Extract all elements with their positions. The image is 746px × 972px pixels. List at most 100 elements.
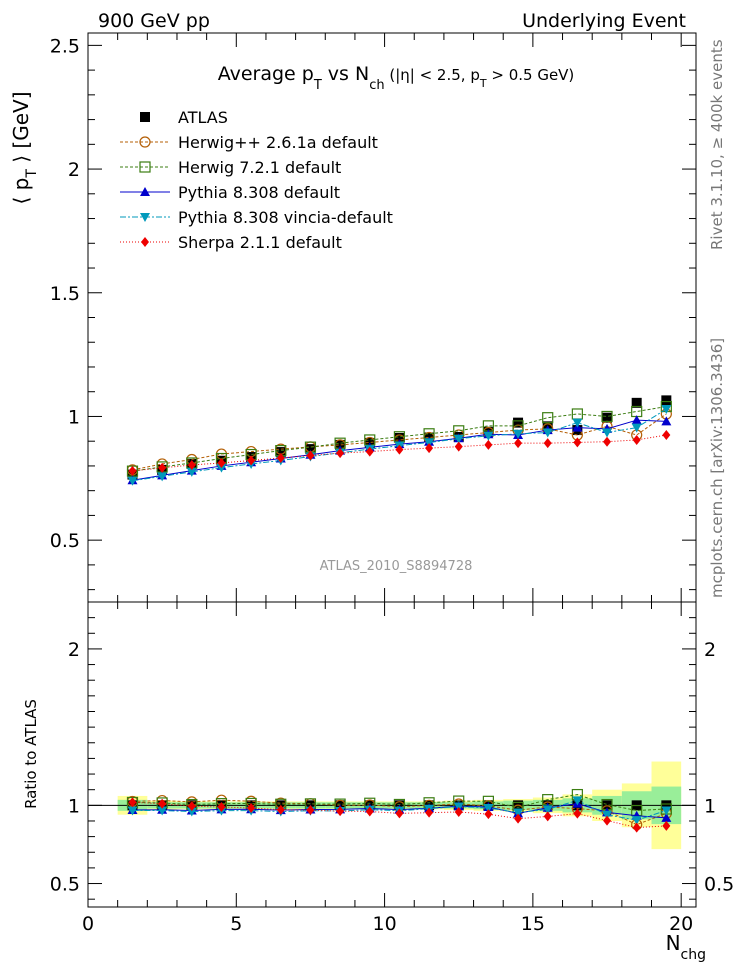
legend-marker-atlas xyxy=(140,112,150,122)
legend: ATLAS Herwig++ 2.6.1a default Herwig 7.2.1… xyxy=(120,108,393,252)
point-atlas xyxy=(602,412,613,423)
point-atlas xyxy=(275,447,286,458)
ratio-point-sherpa-2-1-1-default xyxy=(543,811,552,822)
ratio-point-pythia-8-308-vincia-default xyxy=(572,796,583,806)
ratio-point-sherpa-2-1-1-default xyxy=(425,807,434,818)
ratio-point-sherpa-2-1-1-default xyxy=(632,822,641,833)
legend-label-herwig-7-2-1-default: Herwig 7.2.1 default xyxy=(178,158,341,177)
ratio-point-sherpa-2-1-1-default xyxy=(484,809,493,820)
point-sherpa-2-1-1-default xyxy=(395,444,404,455)
point-pythia-8-308-vincia-default xyxy=(157,472,168,482)
legend-marker-pythia-8-308-vincia-default xyxy=(140,213,150,222)
ratio-point-pythia-8-308-vincia-default xyxy=(127,806,138,816)
ratio-point-sherpa-2-1-1-default xyxy=(187,801,196,812)
point-pythia-8-308-vincia-default xyxy=(216,463,227,473)
point-sherpa-2-1-1-default xyxy=(603,436,612,447)
x-tick-label: 0 xyxy=(82,913,94,935)
header-left: 900 GeV pp xyxy=(98,10,210,32)
ratio-point-pythia-8-308-vincia-default xyxy=(661,806,672,816)
ratio-point-pythia-8-308-vincia-default xyxy=(631,816,642,826)
point-sherpa-2-1-1-default xyxy=(514,438,523,449)
point-sherpa-2-1-1-default xyxy=(336,448,345,459)
ratio-point-sherpa-2-1-1-default xyxy=(395,808,404,819)
point-sherpa-2-1-1-default xyxy=(247,455,256,466)
legend-marker-pythia-8-308-default xyxy=(140,187,150,196)
point-pythia-8-308-vincia-default xyxy=(513,429,524,439)
ratio-point-sherpa-2-1-1-default xyxy=(158,798,167,809)
ratio-y-tick-label-right: 2 xyxy=(704,639,716,661)
ratio-point-sherpa-2-1-1-default xyxy=(365,806,374,817)
ratio-point-sherpa-2-1-1-default xyxy=(306,805,315,816)
ratio-y-tick-label: 2 xyxy=(68,639,80,661)
point-sherpa-2-1-1-default xyxy=(573,437,582,448)
point-sherpa-2-1-1-default xyxy=(128,465,137,476)
point-pythia-8-308-vincia-default xyxy=(186,467,197,477)
point-pythia-8-308-vincia-default xyxy=(661,405,672,415)
legend-label-sherpa-2-1-1-default: Sherpa 2.1.1 default xyxy=(178,233,342,252)
ratio-y-axis-label: Ratio to ATLAS xyxy=(22,699,40,809)
point-pythia-8-308-vincia-default xyxy=(127,476,138,486)
ratio-point-sherpa-2-1-1-default xyxy=(514,813,523,824)
main-series xyxy=(126,395,672,486)
legend-label-herwig-2-6-1a-default: Herwig++ 2.6.1a default xyxy=(178,133,378,152)
point-pythia-8-308-vincia-default xyxy=(602,428,613,438)
x-tick-label: 15 xyxy=(521,913,545,935)
ratio-point-pythia-8-308-vincia-default xyxy=(513,808,524,818)
point-sherpa-2-1-1-default xyxy=(425,443,434,454)
chart-title: Average pT vs Nch (|η| < 2.5, pT > 0.5 G… xyxy=(218,63,575,93)
ratio-point-sherpa-2-1-1-default xyxy=(454,806,463,817)
point-herwig-7-2-1-default xyxy=(631,405,643,418)
y-tick-label: 2 xyxy=(68,159,80,181)
point-sherpa-2-1-1-default xyxy=(543,438,552,449)
ratio-y-tick-label-right: 1 xyxy=(704,795,716,817)
legend-marker-sherpa-2-1-1-default xyxy=(141,237,149,247)
x-tick-label: 20 xyxy=(669,913,693,935)
ratio-point-sherpa-2-1-1-default xyxy=(573,808,582,819)
point-sherpa-2-1-1-default xyxy=(217,457,226,468)
point-atlas xyxy=(631,397,642,408)
y-tick-label: 0.5 xyxy=(50,530,80,552)
legend-label-atlas: ATLAS xyxy=(178,108,228,127)
legend-marker-herwig-7-2-1-default xyxy=(139,161,151,173)
point-sherpa-2-1-1-default xyxy=(187,459,196,470)
point-sherpa-2-1-1-default xyxy=(306,450,315,461)
point-pythia-8-308-default xyxy=(631,415,642,425)
ratio-y-tick-label: 1 xyxy=(68,795,80,817)
ratio-series xyxy=(126,788,672,833)
ratio-point-pythia-8-308-default xyxy=(661,812,672,822)
point-pythia-8-308-vincia-default xyxy=(483,431,494,441)
legend-label-pythia-8-308-vincia-default: Pythia 8.308 vincia-default xyxy=(178,208,393,227)
legend-label-pythia-8-308-default: Pythia 8.308 default xyxy=(178,183,340,202)
ratio-point-pythia-8-308-vincia-default xyxy=(602,810,613,820)
y-axis-label: ⟨ pT ⟩ [GeV] xyxy=(9,91,40,204)
y-tick-label: 1.5 xyxy=(50,283,80,305)
x-axis-label: Nchg xyxy=(666,931,706,963)
ratio-point-atlas xyxy=(661,800,672,811)
ratio-plot-frame xyxy=(87,601,697,908)
ratio-point-sherpa-2-1-1-default xyxy=(128,797,137,808)
axis-ticks: 0 5 10 15 20 0.5 1 1.5 2 2.5 0.5 0.5 1 1 2 2 xyxy=(50,33,734,935)
point-sherpa-2-1-1-default xyxy=(454,441,463,452)
ratio-point-pythia-8-308-vincia-default xyxy=(186,807,197,817)
ratio-point-pythia-8-308-vincia-default xyxy=(157,806,168,816)
analysis-label: ATLAS_2010_S8894728 xyxy=(320,559,473,574)
point-sherpa-2-1-1-default xyxy=(158,462,167,473)
ratio-y-tick-label: 0.5 xyxy=(50,874,80,896)
point-atlas xyxy=(335,439,346,450)
ratio-point-pythia-8-308-vincia-default xyxy=(483,804,494,814)
ratio-point-sherpa-2-1-1-default xyxy=(217,802,226,813)
point-sherpa-2-1-1-default xyxy=(484,439,493,450)
point-pythia-8-308-vincia-default xyxy=(542,428,553,438)
legend-marker-herwig-2-6-1a-default xyxy=(139,136,151,148)
ratio-point-sherpa-2-1-1-default xyxy=(276,804,285,815)
point-atlas xyxy=(513,417,524,428)
x-tick-label: 5 xyxy=(230,913,242,935)
ratio-point-pythia-8-308-vincia-default xyxy=(542,805,553,815)
y-tick-label: 2.5 xyxy=(50,35,80,57)
ratio-point-sherpa-2-1-1-default xyxy=(603,815,612,826)
point-herwig-7-2-1-default xyxy=(601,410,613,423)
ratio-y-tick-label-right: 0.5 xyxy=(704,874,734,896)
ratio-point-sherpa-2-1-1-default xyxy=(662,820,671,831)
point-sherpa-2-1-1-default xyxy=(276,453,285,464)
